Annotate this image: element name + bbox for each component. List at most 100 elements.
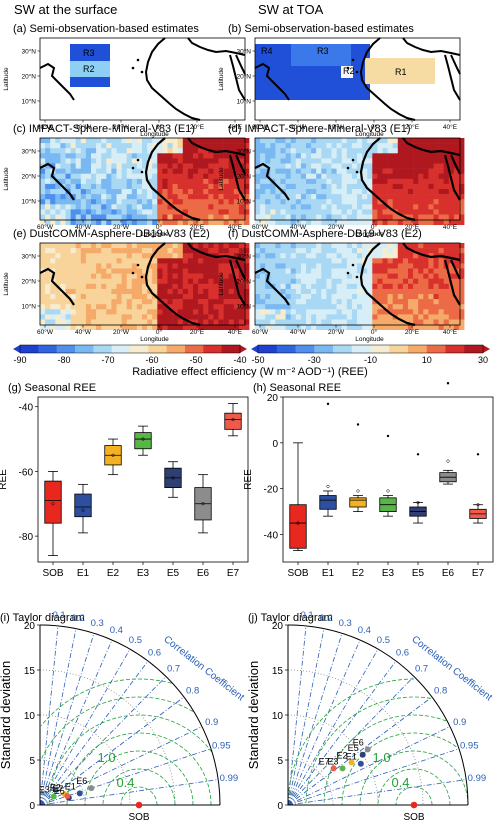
map-cell [198, 178, 204, 185]
map-cell [131, 138, 138, 144]
lat-tick-label: 20°N [21, 277, 36, 285]
map-cell [233, 248, 240, 254]
map-cell [341, 273, 348, 279]
map-cell [418, 143, 424, 149]
map-cell [331, 178, 337, 185]
map-cell [162, 324, 168, 330]
map-cell [40, 283, 46, 290]
map-cell [167, 288, 173, 295]
map-cell [208, 273, 214, 279]
map-cell [413, 148, 419, 154]
map-cell [91, 299, 97, 305]
map-cell [208, 294, 214, 300]
nile-coastline [229, 54, 246, 101]
map-cell [136, 278, 143, 285]
map-cell [55, 163, 61, 169]
island [351, 58, 355, 62]
map-cell [193, 194, 199, 200]
map-cell [290, 163, 297, 169]
map-cell [316, 219, 322, 225]
map-cell [96, 194, 102, 200]
map-cell [341, 143, 348, 149]
map-cell [244, 314, 250, 320]
map-cell [101, 168, 107, 174]
box-mean [111, 453, 115, 457]
map-cell [418, 248, 424, 254]
map-cell [157, 283, 163, 290]
map-cell [453, 288, 460, 295]
map-cell [131, 173, 138, 180]
map-cell [147, 214, 153, 220]
map-cell [203, 163, 209, 169]
x-tick-label: E2 [352, 568, 365, 579]
map-cell [85, 273, 92, 279]
map-cell [193, 319, 199, 325]
map-cell [387, 143, 393, 149]
map-cell [351, 209, 358, 215]
map-cell [45, 294, 51, 300]
map-cell [198, 183, 204, 190]
correlation-tick-label: 0.3 [339, 618, 352, 629]
map-cell [362, 163, 368, 169]
map-cell [75, 209, 82, 215]
map-cell [346, 153, 353, 159]
map-cell [213, 258, 219, 264]
map-cell [418, 319, 424, 325]
map-cell [372, 183, 378, 190]
map-cell [203, 153, 209, 159]
map-cell [295, 143, 302, 149]
map-cell [326, 319, 332, 325]
map-cell [238, 173, 245, 180]
coastline [144, 137, 201, 222]
map-cell [96, 178, 102, 185]
map-cell [167, 199, 173, 205]
map-cell [121, 178, 127, 185]
map-cell [295, 253, 302, 259]
map-cell [162, 309, 168, 315]
map-cell [167, 163, 173, 169]
map-cell [300, 214, 307, 220]
map-cell [321, 243, 327, 249]
map-cell [172, 148, 178, 154]
map-cell [101, 148, 107, 154]
map-cell [152, 243, 158, 249]
lat-tick-label: 20°N [236, 172, 251, 180]
map-cell [448, 163, 455, 169]
model-point [88, 785, 95, 792]
map-cell [357, 243, 363, 249]
map-cell [377, 248, 383, 254]
map-cell [346, 273, 353, 279]
map-cell [402, 324, 409, 330]
map-cell [433, 189, 439, 195]
map-cell [351, 304, 358, 310]
map-cell [265, 299, 271, 305]
map-cell [142, 304, 148, 310]
box-e7 [224, 412, 242, 430]
map-cell [142, 148, 148, 154]
map-cell [96, 258, 102, 264]
map-cell [316, 243, 322, 249]
map-cell [285, 178, 291, 185]
map-cell [372, 283, 378, 290]
map-cell [152, 273, 158, 279]
chart-title: (g) Seasonal REE [8, 382, 96, 394]
map-cell [228, 178, 235, 185]
map-cell [142, 268, 148, 274]
map-cell [172, 178, 178, 185]
map-cell [223, 273, 229, 279]
map-cell [182, 288, 189, 295]
lon-tick-label: 60°W [37, 123, 54, 131]
map-cell [357, 314, 363, 320]
map-cell [306, 158, 312, 164]
map-cell [423, 283, 429, 290]
map-cell [270, 173, 276, 180]
map-cell [162, 273, 168, 279]
map-cell [223, 268, 229, 274]
map-xlabel: Longitude [140, 131, 169, 138]
map-cell [265, 283, 271, 290]
map-cell [408, 314, 414, 320]
map-cell [70, 314, 76, 320]
map-cell [275, 314, 281, 320]
map-cell [177, 294, 184, 300]
americas-coastline [254, 162, 290, 201]
